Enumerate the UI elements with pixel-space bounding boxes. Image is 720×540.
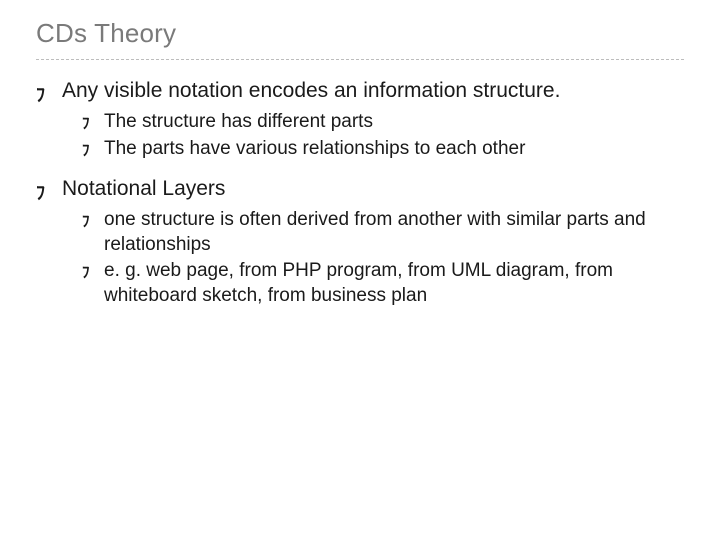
list-item: ﾌ Notational Layers ﾌ one structure is o… xyxy=(36,176,684,309)
sub-list-item-text: The parts have various relationships to … xyxy=(104,138,525,159)
bullet-icon: ﾌ xyxy=(82,261,90,282)
sub-list: ﾌ one structure is often derived from an… xyxy=(62,208,684,309)
bullet-icon: ﾌ xyxy=(82,139,90,160)
sub-list-item: ﾌ one structure is often derived from an… xyxy=(82,208,684,257)
sub-list-item-text: The structure has different parts xyxy=(104,111,373,132)
slide: CDs Theory ﾌ Any visible notation encode… xyxy=(0,0,720,540)
sub-list-item: ﾌ The structure has different parts xyxy=(82,110,684,135)
list-item: ﾌ Any visible notation encodes an inform… xyxy=(36,78,684,162)
sub-list-item-text: e. g. web page, from PHP program, from U… xyxy=(104,260,613,306)
divider xyxy=(36,59,684,60)
bullet-icon: ﾌ xyxy=(82,112,90,133)
sub-list: ﾌ The structure has different parts ﾌ Th… xyxy=(62,110,684,161)
bullet-icon: ﾌ xyxy=(36,81,45,107)
bullet-icon: ﾌ xyxy=(82,210,90,231)
bullet-icon: ﾌ xyxy=(36,179,45,205)
sub-list-item: ﾌ The parts have various relationships t… xyxy=(82,137,684,162)
slide-title: CDs Theory xyxy=(36,18,684,49)
sub-list-item-text: one structure is often derived from anot… xyxy=(104,209,646,255)
bullet-list: ﾌ Any visible notation encodes an inform… xyxy=(36,78,684,309)
list-item-text: Notational Layers xyxy=(62,177,225,200)
list-item-text: Any visible notation encodes an informat… xyxy=(62,79,560,102)
sub-list-item: ﾌ e. g. web page, from PHP program, from… xyxy=(82,259,684,308)
